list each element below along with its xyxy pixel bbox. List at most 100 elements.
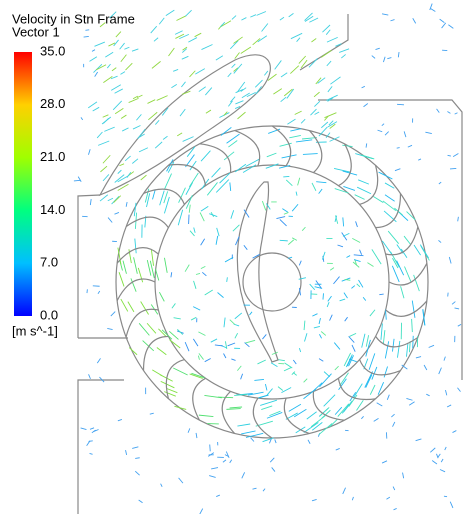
vector	[299, 56, 306, 64]
vector	[133, 126, 140, 130]
figure: Velocity in Stn Frame Vector 1 [m s^-1] …	[0, 0, 472, 514]
vector	[185, 342, 189, 351]
vector	[256, 86, 262, 94]
vector	[343, 488, 346, 494]
vector	[404, 236, 410, 244]
vector	[201, 151, 210, 161]
vector	[164, 258, 167, 273]
vector	[139, 323, 149, 335]
vector	[452, 431, 456, 433]
vector	[157, 347, 166, 354]
vector	[416, 439, 422, 441]
vector	[232, 64, 236, 68]
vector	[174, 406, 186, 409]
vector	[129, 98, 139, 102]
vector	[186, 10, 192, 16]
blade	[126, 217, 168, 227]
vector	[226, 452, 229, 458]
vector	[159, 292, 164, 301]
vector	[445, 390, 446, 395]
vector	[235, 313, 242, 319]
vector	[188, 38, 197, 43]
vector	[135, 471, 139, 475]
vector	[344, 293, 348, 299]
vector	[447, 112, 450, 114]
vector	[299, 278, 306, 280]
vector	[289, 135, 301, 137]
vector	[315, 112, 320, 114]
vector	[387, 58, 391, 59]
vector	[278, 387, 283, 391]
vector	[126, 63, 133, 70]
vector	[212, 168, 221, 178]
vector	[431, 9, 436, 12]
vector	[440, 19, 445, 22]
vector	[442, 23, 446, 28]
vector	[335, 189, 349, 193]
vector	[357, 187, 371, 194]
vector	[334, 343, 340, 350]
hub	[243, 253, 301, 311]
vector	[205, 358, 211, 361]
vector	[450, 502, 453, 508]
vector	[384, 367, 387, 378]
vector	[314, 326, 320, 327]
vector	[304, 379, 308, 383]
vector	[455, 308, 460, 309]
vector	[330, 268, 334, 271]
vector	[230, 407, 242, 408]
vector	[205, 290, 213, 295]
vector	[155, 120, 159, 124]
vector	[250, 15, 256, 17]
vector	[386, 497, 389, 499]
vector	[93, 107, 99, 111]
vector	[292, 204, 298, 211]
vector	[141, 175, 147, 180]
vector	[188, 428, 190, 432]
legend-subtitle: Vector 1	[12, 24, 60, 39]
vector	[179, 478, 183, 483]
vector	[201, 266, 205, 268]
vector	[235, 52, 240, 58]
vector	[262, 24, 268, 32]
vector	[95, 42, 105, 46]
vector	[330, 124, 336, 128]
vector	[319, 334, 321, 338]
vector	[292, 238, 297, 241]
vector	[393, 422, 395, 427]
vector	[376, 48, 380, 49]
vector	[121, 299, 128, 311]
vector	[363, 297, 366, 300]
vector	[227, 134, 240, 143]
vector	[224, 152, 234, 160]
vector	[319, 189, 322, 194]
vector	[176, 16, 186, 21]
vector	[295, 111, 302, 114]
colorbar-tick-label: 21.0	[40, 149, 65, 164]
vector	[194, 281, 196, 289]
casing-wall	[78, 380, 124, 514]
vector	[246, 340, 256, 343]
vector	[245, 343, 250, 347]
vector	[319, 374, 331, 387]
vector	[216, 56, 223, 60]
vector	[89, 374, 91, 379]
vector	[286, 180, 292, 186]
vector	[237, 424, 250, 426]
vector	[316, 182, 326, 183]
vector	[291, 33, 302, 38]
vector	[383, 57, 385, 62]
vector	[199, 415, 214, 416]
vector	[175, 31, 183, 35]
vector	[139, 500, 143, 503]
vector	[416, 357, 421, 358]
vector	[385, 132, 389, 136]
vector	[382, 124, 384, 126]
vector	[406, 398, 412, 400]
vector	[309, 18, 318, 22]
vector	[230, 320, 235, 325]
vector	[382, 14, 388, 15]
vector	[283, 176, 289, 177]
blade	[169, 164, 206, 185]
vector	[87, 441, 91, 446]
